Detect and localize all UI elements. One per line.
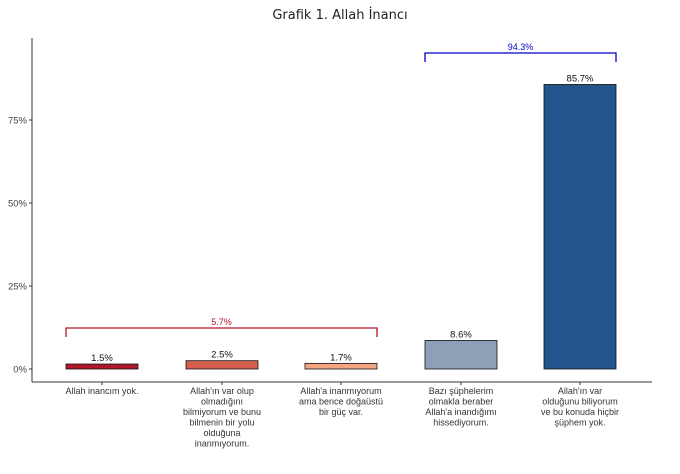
bracket [65, 327, 378, 337]
y-tick-label: 0% [13, 365, 27, 376]
y-tick-label: 75% [8, 116, 28, 127]
x-tick-label: Allah'a inanmıyorum ama bence doğaüstü bir… [299, 386, 383, 417]
bar-value-label: 85.7% [567, 73, 594, 84]
chart-title: Grafik 1. Allah İnancı [272, 8, 408, 23]
bar-value-label: 1.5% [91, 353, 113, 364]
bar [424, 340, 498, 370]
bar-value-label: 2.5% [211, 350, 233, 361]
bar [304, 362, 378, 370]
y-tick-label: 50% [8, 199, 28, 210]
x-tick-label: Bazı şüphelerim olmakla beraber Allah'a in… [425, 386, 496, 428]
bar [65, 363, 139, 370]
bar-value-label: 1.7% [330, 352, 352, 363]
x-tick-label: Allah inancım yok. [65, 386, 138, 396]
bar-value-label: 8.6% [450, 329, 472, 340]
x-tick-label: Allah'ın var olduğunu biliyorum ve bu konu… [541, 386, 619, 428]
bar [185, 360, 259, 370]
y-tick-label: 25% [8, 282, 28, 293]
bracket-label: 5.7% [211, 317, 232, 327]
x-tick-label: Allah'ın var olup olmadığını bilmiyorum ve… [183, 386, 261, 449]
bracket-label: 94.3% [508, 42, 534, 52]
bar [543, 84, 617, 370]
bracket [424, 52, 617, 62]
